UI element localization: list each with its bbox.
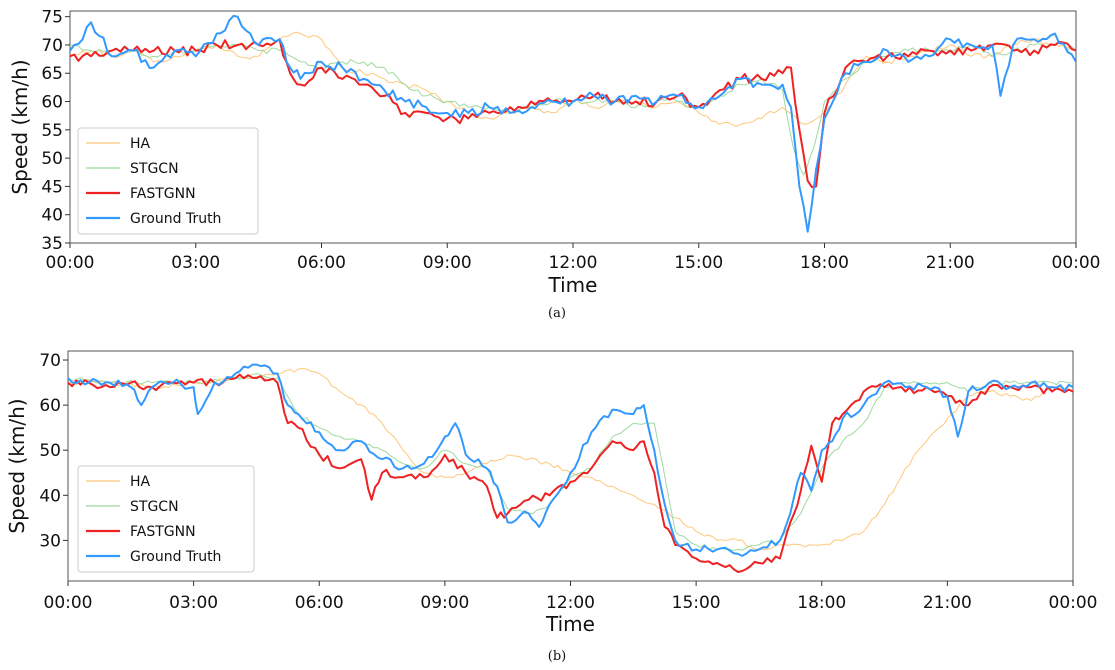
x-axis-label: Time: [545, 612, 595, 636]
x-tick-label: 06:00: [295, 593, 344, 613]
y-tick-label: 65: [41, 64, 63, 84]
legend-entry: FASTGNN: [130, 524, 196, 540]
x-tick-label: 00:00: [1052, 253, 1101, 273]
y-tick-label: 55: [41, 121, 63, 141]
series-line-fastgnn: [68, 373, 1073, 573]
y-axis-label: Speed (km/h): [8, 59, 32, 194]
y-tick-label: 45: [41, 177, 63, 197]
legend-entry: STGCN: [130, 161, 179, 177]
x-tick-label: 18:00: [800, 253, 849, 273]
y-tick-label: 60: [39, 396, 61, 416]
x-tick-label: 09:00: [420, 593, 469, 613]
chart-b: 00:00 03:00 06:00 09:00 12:00 15:00 18:00 21:00…: [5, 350, 1098, 664]
series-group: [70, 14, 1076, 233]
y-axis-label: Speed (km/h): [5, 398, 29, 533]
x-tick-label: 15:00: [674, 253, 723, 273]
figure-caption: (a): [548, 306, 566, 321]
y-tick-label: 50: [39, 441, 61, 461]
x-tick-label: 12:00: [549, 253, 598, 273]
legend-entry: FASTGNN: [130, 186, 196, 202]
legend-entry: HA: [130, 474, 151, 490]
series-line-ground-truth: [68, 363, 1073, 557]
y-tick-label: 75: [41, 8, 63, 28]
x-tick-label: 00:00: [46, 253, 95, 273]
x-tick-label: 18:00: [797, 593, 846, 613]
y-tick-label: 50: [41, 149, 63, 169]
x-tick-label: 12:00: [546, 593, 595, 613]
y-tick-label: 30: [39, 531, 61, 551]
series-line-fastgnn: [70, 38, 1076, 189]
series-line-ground-truth: [70, 14, 1076, 233]
series-group: [68, 363, 1073, 573]
legend-box: [77, 127, 259, 235]
legend-entry: HA: [130, 136, 151, 152]
legend-box: [77, 465, 255, 573]
x-tick-label: 03:00: [169, 593, 218, 613]
x-tick-label: 09:00: [423, 253, 472, 273]
legend-entry: Ground Truth: [130, 549, 221, 565]
x-tick-label: 03:00: [171, 253, 220, 273]
x-tick-label: 15:00: [672, 593, 721, 613]
x-axis-label: Time: [548, 273, 598, 297]
chart-a: 00:00 03:00 06:00 09:00 12:00 15:00 18:00 21:00…: [8, 8, 1101, 321]
y-tick-label: 60: [41, 93, 63, 113]
figure-caption: (b): [548, 649, 566, 664]
x-tick-label: 00:00: [1049, 593, 1098, 613]
x-tick-label: 06:00: [297, 253, 346, 273]
y-tick-label: 70: [39, 351, 61, 371]
x-tick-label: 00:00: [44, 593, 93, 613]
x-tick-label: 21:00: [923, 593, 972, 613]
y-tick-label: 35: [41, 234, 63, 254]
y-tick-label: 40: [39, 486, 61, 506]
legend: HA STGCN FASTGNN Ground Truth: [77, 127, 259, 235]
x-tick-label: 21:00: [926, 253, 975, 273]
y-tick-label: 70: [41, 36, 63, 56]
legend: HA STGCN FASTGNN Ground Truth: [77, 465, 255, 573]
y-tick-label: 40: [41, 206, 63, 226]
legend-entry: Ground Truth: [130, 211, 221, 227]
legend-entry: STGCN: [130, 499, 179, 515]
